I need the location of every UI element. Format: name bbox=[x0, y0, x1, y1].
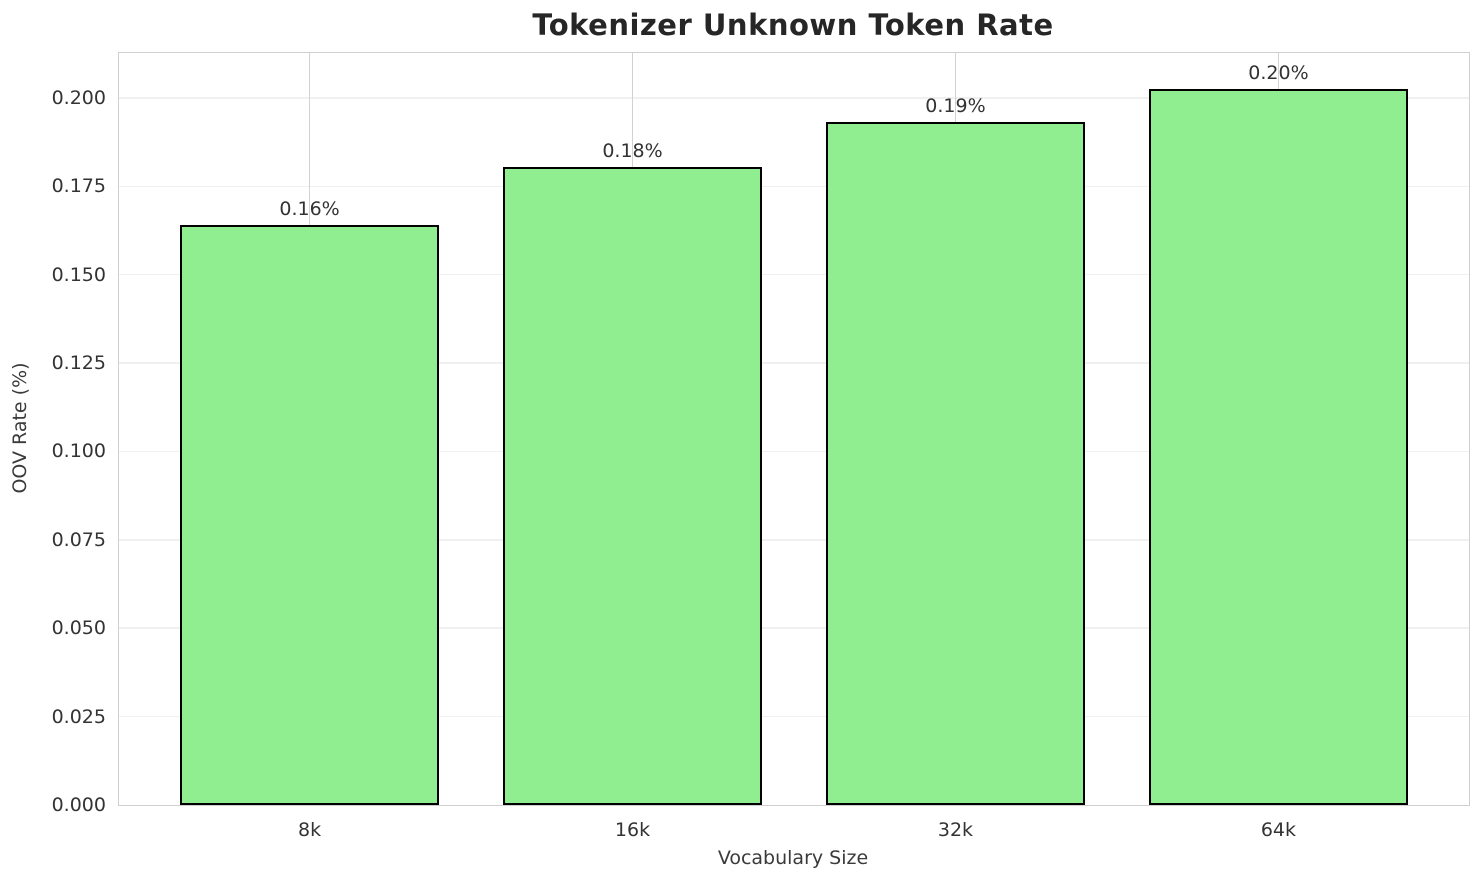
horizontal-gridline bbox=[119, 539, 1469, 541]
x-tick-label: 16k bbox=[614, 819, 651, 841]
horizontal-gridline bbox=[119, 715, 1469, 718]
bar-16k bbox=[503, 166, 762, 805]
bar-value-label: 0.20% bbox=[1248, 62, 1309, 85]
y-tick-label: 0.125 bbox=[51, 352, 106, 375]
plot-area: 0.000 0.025 0.050 0.075 0.100 0.125 0.150 0.175… bbox=[52, 52, 1470, 841]
horizontal-gridline bbox=[119, 185, 1469, 188]
horizontal-gridline bbox=[119, 362, 1469, 364]
y-axis-label: OOV Rate (%) bbox=[9, 362, 31, 494]
bar-value-label: 0.19% bbox=[925, 94, 986, 117]
x-tick-label: 64k bbox=[1260, 819, 1297, 841]
bar-value-label: 0.16% bbox=[279, 198, 340, 221]
x-tick-label: 8k bbox=[298, 819, 322, 841]
x-tick-label: 32k bbox=[937, 819, 974, 841]
horizontal-gridline bbox=[119, 627, 1469, 629]
bar-32k bbox=[826, 121, 1085, 805]
bar-8k bbox=[180, 225, 439, 805]
horizontal-gridline bbox=[119, 450, 1469, 453]
horizontal-gridline bbox=[119, 97, 1469, 99]
bar-value-label: 0.18% bbox=[602, 139, 663, 162]
y-tick-label: 0.175 bbox=[51, 175, 106, 198]
x-axis-label: Vocabulary Size bbox=[717, 847, 869, 869]
y-tick-label: 0.000 bbox=[51, 794, 106, 816]
y-tick-label: 0.075 bbox=[51, 528, 106, 551]
y-tick-label: 0.150 bbox=[51, 263, 106, 286]
bar-64k bbox=[1149, 89, 1408, 805]
horizontal-gridline bbox=[119, 273, 1469, 276]
chart-title: Tokenizer Unknown Token Rate bbox=[532, 8, 1054, 42]
y-tick-label: 0.025 bbox=[51, 705, 106, 728]
y-tick-label: 0.050 bbox=[51, 617, 106, 640]
y-tick-label: 0.200 bbox=[51, 86, 106, 109]
y-tick-label: 0.100 bbox=[51, 440, 106, 463]
